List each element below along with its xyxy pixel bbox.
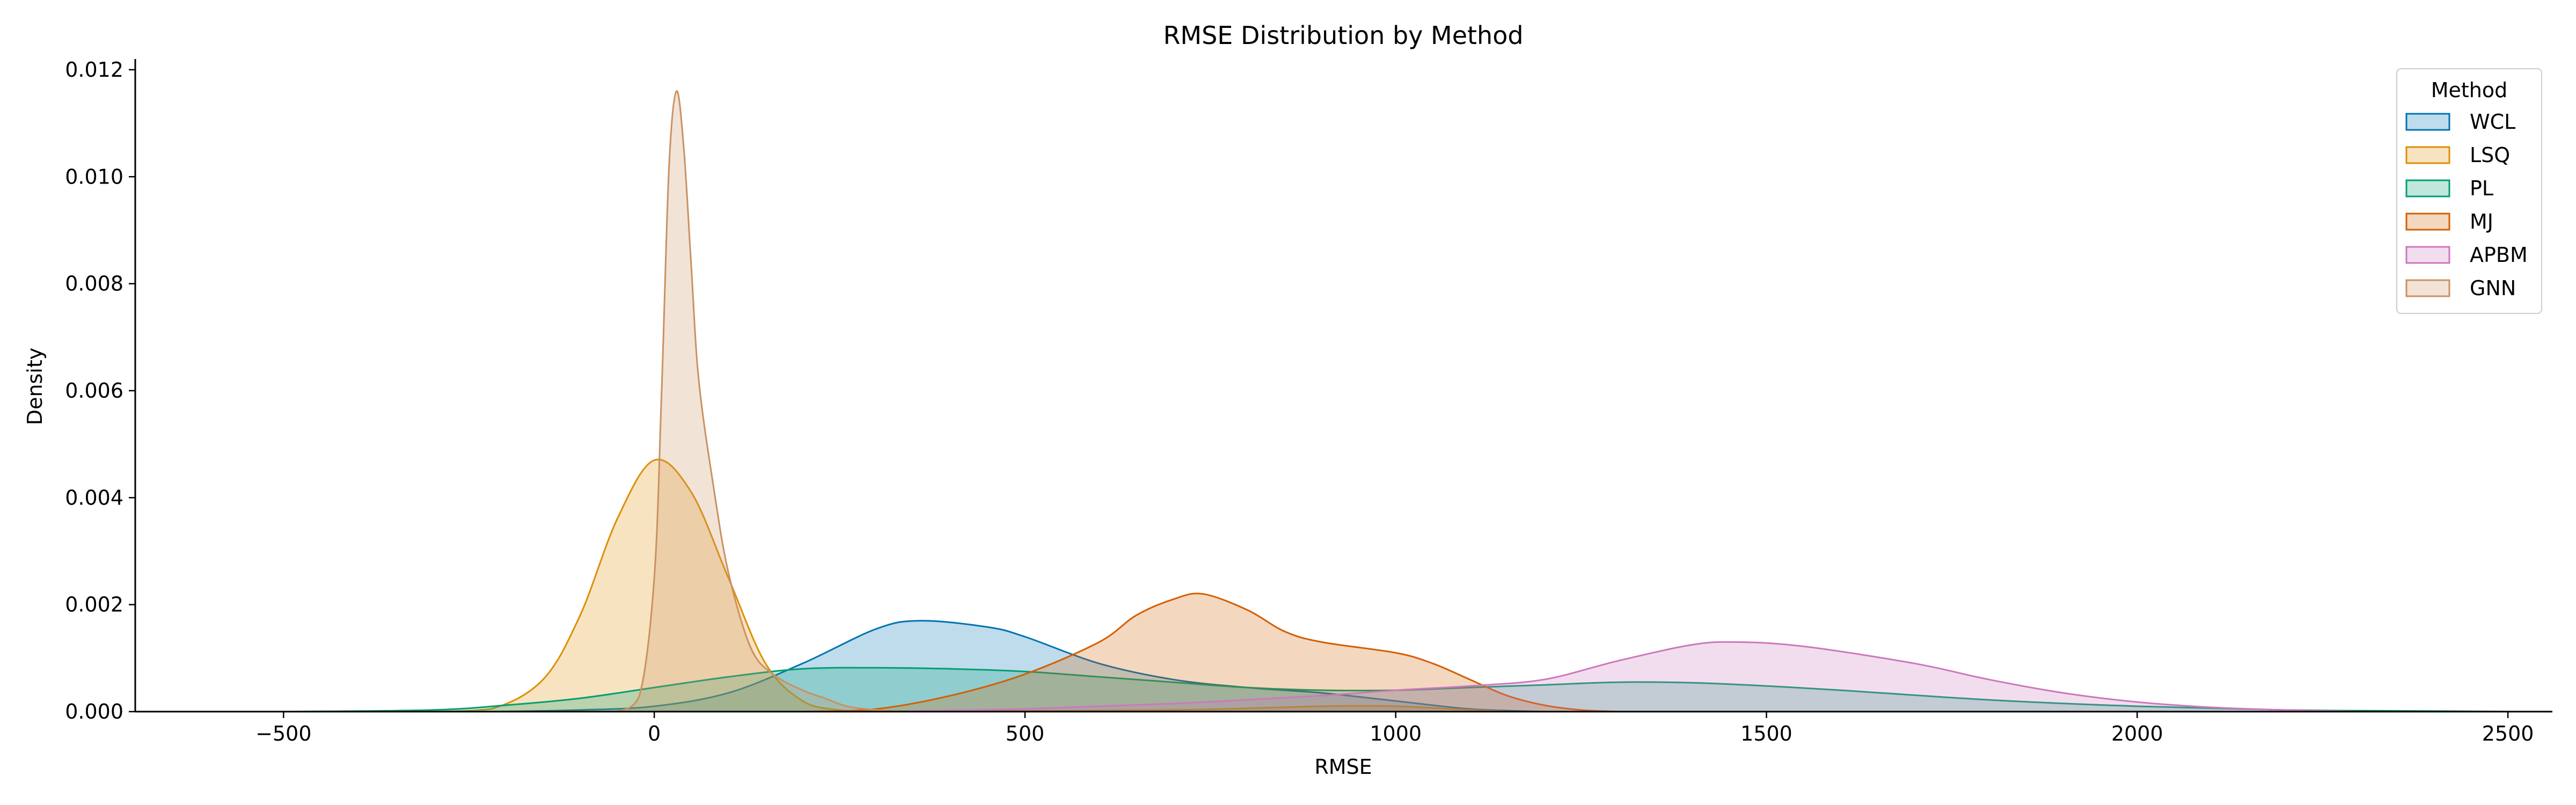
legend-items: WCL LSQ PL MJ APBM GNN [2405, 110, 2528, 300]
plot-area [283, 90, 2508, 713]
legend-label-mj: MJ [2470, 210, 2493, 233]
y-tick-label: 0.000 [65, 700, 123, 723]
legend-swatch-wcl [2405, 113, 2450, 131]
legend-label-gnn: GNN [2470, 276, 2516, 300]
density-line-wcl [491, 620, 1545, 713]
density-area-lsq [431, 459, 1507, 712]
density-line-pl [283, 667, 2508, 713]
legend-label-apbm: APBM [2470, 243, 2528, 267]
y-axis-label: Density [23, 348, 47, 425]
x-tick-label: 2500 [2482, 722, 2534, 745]
legend-swatch-mj [2405, 213, 2450, 231]
x-tick-label: 2000 [2111, 722, 2163, 745]
legend-title: Method [2431, 78, 2508, 102]
density-line-gnn [617, 90, 914, 713]
legend-label-wcl: WCL [2470, 110, 2515, 134]
density-area-mj [802, 593, 1619, 712]
density-line-lsq [431, 458, 1507, 713]
x-tick-label: −500 [255, 722, 311, 745]
y-axis-ticks: 0.000 0.002 0.004 0.006 0.008 0.010 0.012 [65, 58, 135, 723]
legend-swatch-lsq [2405, 146, 2450, 164]
density-area-pl [283, 668, 2508, 712]
legend-swatch-gnn [2405, 279, 2450, 297]
x-axis-ticks: −500 0 500 1000 1500 2000 2500 [255, 712, 2534, 745]
x-tick-label: 1500 [1740, 722, 1792, 745]
density-area-wcl [491, 620, 1545, 712]
x-tick-label: 500 [1006, 722, 1045, 745]
legend-label-lsq: LSQ [2470, 143, 2510, 167]
y-tick-label: 0.008 [65, 272, 123, 296]
chart-title: RMSE Distribution by Method [1163, 21, 1523, 50]
y-tick-label: 0.002 [65, 593, 123, 617]
density-area-gnn [617, 91, 914, 712]
legend-label-pl: PL [2470, 177, 2493, 200]
legend-swatch-pl [2405, 179, 2450, 197]
density-line-mj [802, 592, 1619, 713]
density-line-apbm [876, 641, 2360, 713]
x-tick-label: 1000 [1370, 722, 1422, 745]
density-area-apbm [876, 642, 2360, 712]
y-tick-label: 0.006 [65, 379, 123, 402]
y-tick-label: 0.004 [65, 486, 123, 509]
x-axis-label: RMSE [1314, 755, 1372, 779]
y-tick-label: 0.010 [65, 165, 123, 188]
legend-swatch-apbm [2405, 246, 2450, 264]
y-tick-label: 0.012 [65, 58, 123, 82]
x-tick-label: 0 [648, 722, 661, 745]
legend: Method WCL LSQ PL MJ APBM GNN [2396, 68, 2542, 314]
